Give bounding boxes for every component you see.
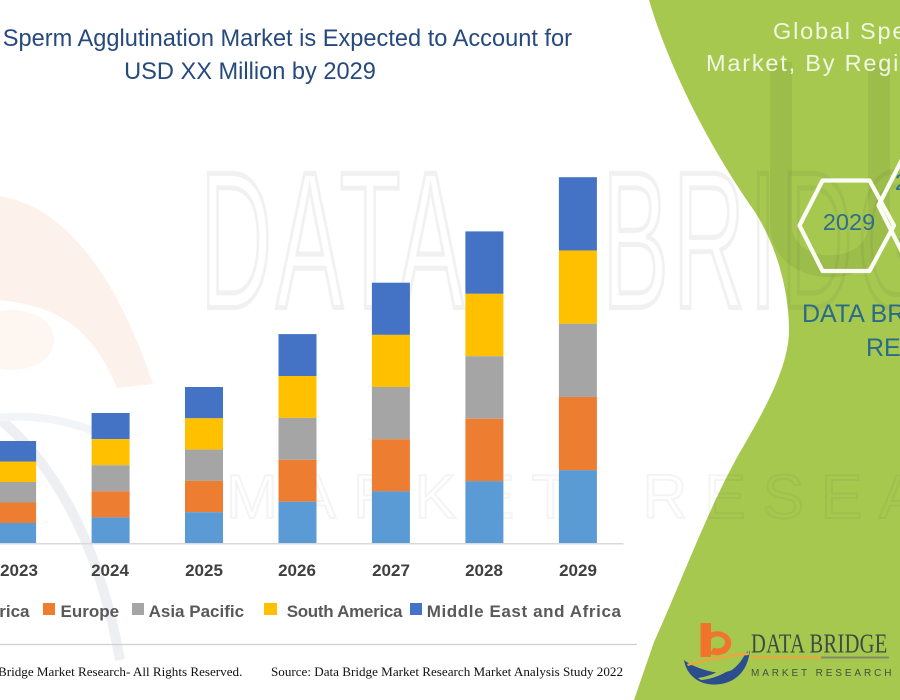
svg-text:DATA BRIDGE: DATA BRIDGE [751, 630, 888, 659]
svg-text:MARKET RESEARCH: MARKET RESEARCH [751, 668, 894, 679]
